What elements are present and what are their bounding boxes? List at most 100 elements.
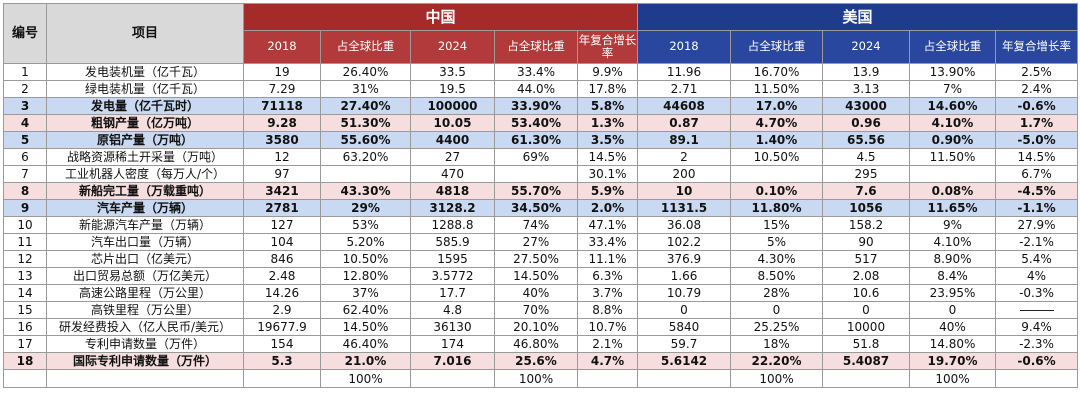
us-2024: 295 [822,165,910,183]
cn-cagr: 5.9% [577,182,638,200]
cn-share-2018: 63.20% [320,148,411,166]
cn-2018: 127 [243,216,321,234]
row-item: 专利申请数量（万件） [46,335,244,353]
us-share-2018 [730,165,823,183]
us-cagr [995,301,1078,319]
cn-cagr: 8.8% [577,301,638,319]
row-item: 高速公路里程（万公里） [46,284,244,302]
row-item: 汽车产量（万辆） [46,199,244,217]
us-2024: 90 [822,233,910,251]
footer-cell [410,369,495,388]
table-body: 1 发电装机量（亿千瓦） 19 26.40% 33.5 33.4% 9.9% 11.96 16.… [3,63,1078,370]
us-share-2024 [909,165,996,183]
us-2024: 65.56 [822,131,910,149]
row-number: 7 [3,165,47,183]
row-item: 汽车出口量（万辆） [46,233,244,251]
cn-2024: 27 [410,148,495,166]
cn-share-2024: 25.6% [494,352,578,370]
cn-share-2018: 21.0% [320,352,411,370]
row-number: 10 [3,216,47,234]
us-cagr: -0.6% [995,97,1078,115]
footer-cell [822,369,910,388]
us-2018: 0 [637,301,731,319]
cn-2024: 1595 [410,250,495,268]
us-share-2018: 8.50% [730,267,823,285]
row-number: 13 [3,267,47,285]
row-item: 研发经费投入（亿人民币/美元） [46,318,244,336]
us-share-2024: 8.4% [909,267,996,285]
row-number: 5 [3,131,47,149]
us-2024: 1056 [822,199,910,217]
subheader-cn-cagr: 年复合增长率 [577,30,638,64]
footer-cell [243,369,321,388]
cn-share-2018: 14.50% [320,318,411,336]
footer-cell [995,369,1078,388]
cn-cagr: 14.5% [577,148,638,166]
table-row: 3 发电量（亿千瓦时） 71118 27.40% 100000 33.90% 5.8% 446… [3,97,1078,115]
us-2018: 5840 [637,318,731,336]
row-item: 新能源汽车产量（万辆） [46,216,244,234]
cn-share-2024: 69% [494,148,578,166]
us-cagr: 9.4% [995,318,1078,336]
us-cagr: -0.6% [995,352,1078,370]
header-china: 中国 [243,3,638,31]
cn-cagr: 4.7% [577,352,638,370]
row-number: 17 [3,335,47,353]
cn-share-2018: 31% [320,80,411,98]
us-share-2024: 11.65% [909,199,996,217]
us-2018: 2.71 [637,80,731,98]
cn-2024: 4400 [410,131,495,149]
us-2018: 102.2 [637,233,731,251]
table-row: 10 新能源汽车产量（万辆） 127 53% 1288.8 74% 47.1% 36.08 15… [3,216,1078,234]
cn-cagr: 2.1% [577,335,638,353]
subheader-us-cagr: 年复合增长率 [995,30,1078,64]
us-2024: 13.9 [822,63,910,81]
us-share-2018: 0 [730,301,823,319]
table-row: 11 汽车出口量（万辆） 104 5.20% 585.9 27% 33.4% 102.2 5% 9… [3,233,1078,251]
us-2018: 89.1 [637,131,731,149]
table-row: 2 绿电装机量（亿千瓦） 7.29 31% 19.5 44.0% 17.8% 2.71 11.5… [3,80,1078,98]
dash-mark [1019,310,1054,311]
cn-cagr: 17.8% [577,80,638,98]
us-share-2024: 40% [909,318,996,336]
cn-2018: 19 [243,63,321,81]
cn-2024: 33.5 [410,63,495,81]
us-2024: 4.5 [822,148,910,166]
us-share-2018: 18% [730,335,823,353]
us-cagr: 1.7% [995,114,1078,132]
us-2018: 5.6142 [637,352,731,370]
cn-2024: 3128.2 [410,199,495,217]
header-usa: 美国 [637,3,1078,31]
cn-share-2018: 29% [320,199,411,217]
us-cagr: -5.0% [995,131,1078,149]
us-share-2018: 17.0% [730,97,823,115]
us-share-2024: 14.60% [909,97,996,115]
us-share-2018: 11.80% [730,199,823,217]
row-number: 4 [3,114,47,132]
cn-cagr: 9.9% [577,63,638,81]
table-row: 14 高速公路里程（万公里） 14.26 37% 17.7 40% 3.7% 10.79 28%… [3,284,1078,302]
us-share-2018: 10.50% [730,148,823,166]
row-number: 1 [3,63,47,81]
cn-2018: 104 [243,233,321,251]
cn-2018: 846 [243,250,321,268]
row-item: 绿电装机量（亿千瓦） [46,80,244,98]
cn-share-2024: 44.0% [494,80,578,98]
cn-share-2024: 20.10% [494,318,578,336]
us-cagr: -1.1% [995,199,1078,217]
row-item: 原铝产量（万吨） [46,131,244,149]
cn-share-2018 [320,165,411,183]
footer-cell [46,369,244,388]
cn-2024: 1288.8 [410,216,495,234]
subheader-cn-share-2018: 占全球比重 [320,30,411,64]
us-share-2024: 0.08% [909,182,996,200]
cn-2024: 19.5 [410,80,495,98]
us-share-2018: 15% [730,216,823,234]
cn-share-2018: 12.80% [320,267,411,285]
us-share-2024: 19.70% [909,352,996,370]
us-share-2018: 22.20% [730,352,823,370]
us-2018: 44608 [637,97,731,115]
row-number: 14 [3,284,47,302]
us-2018: 0.87 [637,114,731,132]
table-row: 15 高铁里程（万公里） 2.9 62.40% 4.8 70% 8.8% 0 0 0 0 [3,301,1078,319]
